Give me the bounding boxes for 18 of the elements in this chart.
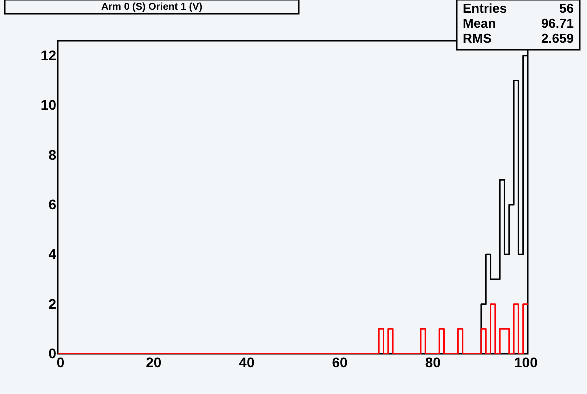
annotation: RMS [463,31,492,46]
text: Mean [463,16,496,31]
x-tick-label: 20 [146,354,162,370]
y-tick-label: 4 [48,246,57,262]
chart-title: Arm 0 (S) Orient 1 (V) [101,2,203,13]
text: Entries [463,1,508,16]
y-tick-label: 12 [40,47,57,64]
text: 2.659 [541,31,574,46]
x-tick-label: 80 [425,354,442,370]
text: 96.71 [541,16,574,31]
y-tick-label: 2 [48,296,57,312]
x-tick-label: 100 [514,354,538,370]
y-tick-label: 6 [48,196,57,212]
y-tick-label: 8 [48,146,57,163]
x-tick-label: 60 [332,354,348,370]
text: 56 [560,1,574,16]
x-tick-label: 40 [239,354,255,370]
y-tick-label: 10 [40,97,57,114]
